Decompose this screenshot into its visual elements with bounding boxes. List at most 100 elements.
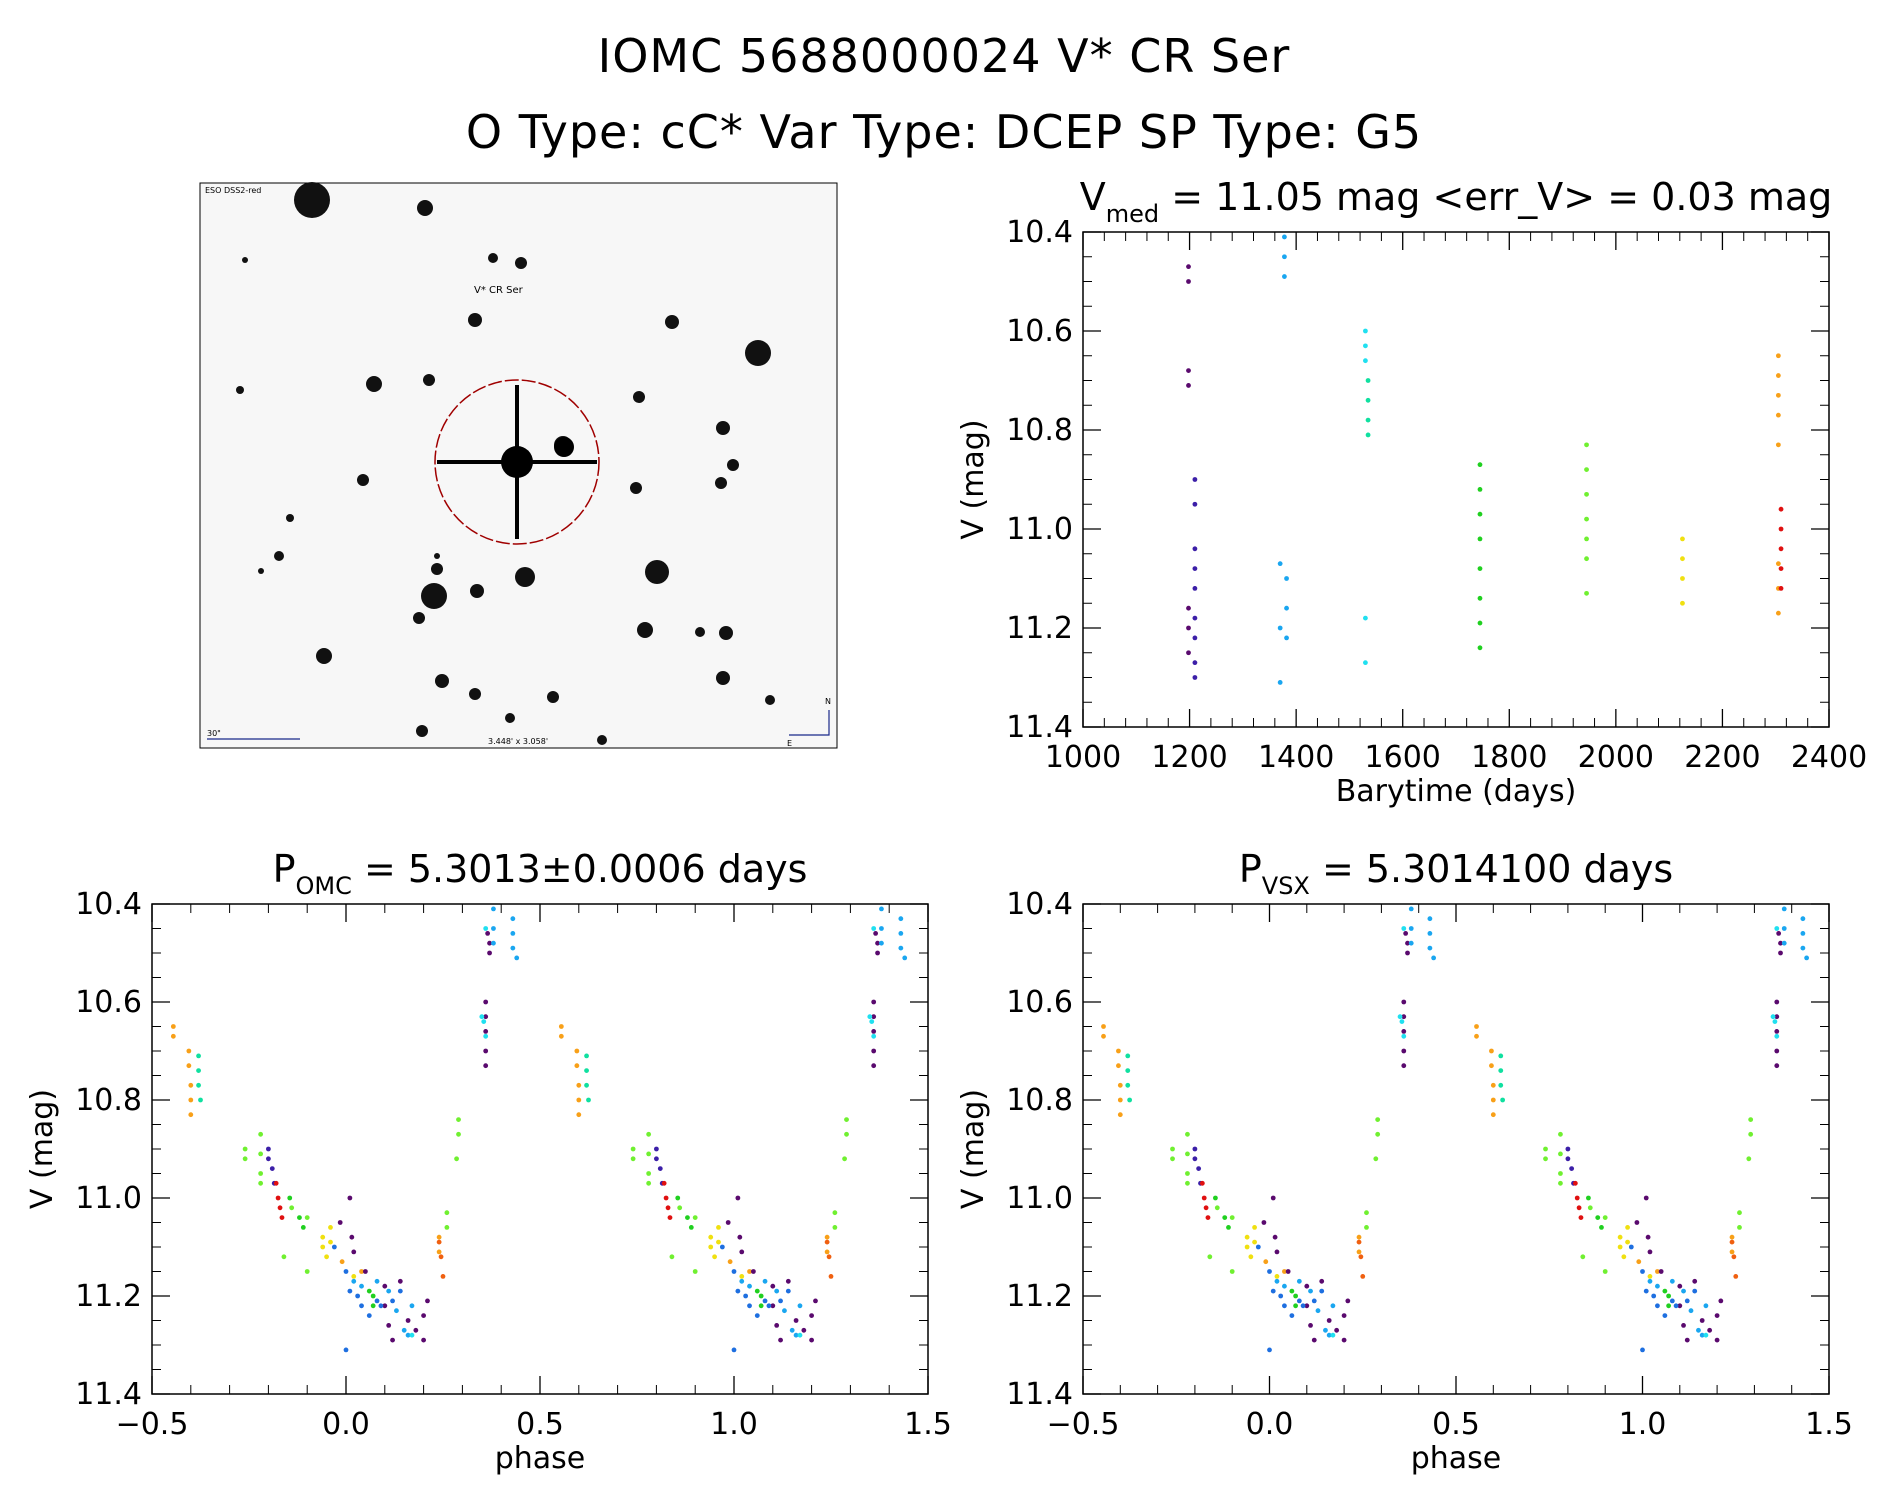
data-point <box>1640 1269 1645 1274</box>
data-point <box>1580 1254 1586 1260</box>
data-point <box>198 1097 203 1103</box>
data-point <box>778 1298 783 1304</box>
y-tick-label: 11.4 <box>1006 710 1073 745</box>
data-point <box>766 1303 772 1309</box>
data-point <box>1489 1048 1494 1054</box>
data-point <box>1192 660 1198 666</box>
data-point <box>646 1171 652 1176</box>
data-point <box>1356 1234 1362 1240</box>
data-point <box>708 1244 714 1250</box>
data-point <box>1270 1288 1276 1294</box>
data-point <box>1651 1293 1657 1299</box>
data-point <box>774 1323 780 1328</box>
data-point <box>1572 1180 1578 1186</box>
data-point <box>1101 1033 1106 1039</box>
data-point <box>1543 1146 1548 1152</box>
data-point <box>1125 1053 1131 1059</box>
data-point <box>1289 1288 1295 1294</box>
data-point <box>436 1234 442 1240</box>
data-point <box>898 945 904 951</box>
finder-star <box>423 374 435 386</box>
data-point <box>871 1033 877 1039</box>
data-point <box>1500 1097 1506 1103</box>
data-point <box>576 1082 582 1088</box>
data-point <box>1277 561 1283 567</box>
data-point <box>725 1220 731 1225</box>
data-point <box>1186 605 1191 611</box>
x-tick-label: 1800 <box>1471 740 1547 775</box>
data-point <box>444 1210 450 1216</box>
data-point <box>1185 1151 1190 1157</box>
y-axis-label: V (mag) <box>25 1089 60 1209</box>
data-point <box>188 1112 194 1118</box>
data-point <box>1775 442 1781 448</box>
data-point <box>1248 1254 1254 1260</box>
data-point <box>646 1151 652 1157</box>
y-tick-label: 10.4 <box>75 887 142 922</box>
data-point <box>1364 1225 1369 1230</box>
data-point <box>1680 576 1685 581</box>
y-tick-label: 10.4 <box>1006 215 1073 250</box>
data-point <box>1584 491 1589 497</box>
title-text: = 5.3014100 days <box>1310 847 1673 891</box>
data-point <box>1617 1244 1623 1250</box>
data-point <box>1703 1303 1709 1309</box>
data-point <box>1647 1249 1653 1255</box>
data-point <box>685 1215 690 1220</box>
east-label: E <box>787 739 792 748</box>
y-tick-label: 10.6 <box>1006 985 1073 1020</box>
finder-star <box>597 735 607 745</box>
y-tick-label: 11.4 <box>75 1377 142 1412</box>
data-point <box>1315 1308 1321 1314</box>
data-point <box>1401 1048 1407 1054</box>
data-point <box>409 1303 415 1309</box>
data-point <box>1214 1205 1220 1211</box>
data-point <box>491 926 496 931</box>
data-point <box>196 1082 201 1088</box>
x-tick-label: 1.5 <box>1805 1407 1853 1442</box>
data-point <box>762 1278 768 1284</box>
compass-arrows <box>789 710 830 736</box>
data-point <box>1714 1337 1720 1343</box>
finder-star <box>274 551 284 561</box>
panel-title: Vmed = 11.05 mag <err_V> = 0.03 mag <box>1080 175 1833 228</box>
data-point <box>1800 916 1806 922</box>
data-point <box>1205 1215 1211 1220</box>
x-tick-label: 1.5 <box>904 1407 952 1442</box>
data-point <box>873 931 879 936</box>
finder-star <box>294 182 330 218</box>
data-point <box>1326 1332 1332 1338</box>
data-point <box>1192 546 1198 552</box>
data-point <box>1334 1327 1340 1333</box>
data-point <box>366 1288 372 1294</box>
data-point <box>646 1180 652 1186</box>
data-point <box>483 999 489 1005</box>
data-point <box>1775 610 1781 616</box>
data-point <box>1636 1259 1642 1265</box>
data-point <box>339 1259 345 1265</box>
data-point <box>1655 1283 1660 1289</box>
data-point <box>871 999 877 1005</box>
data-point <box>514 955 520 961</box>
x-tick-label: 1600 <box>1365 740 1441 775</box>
data-point <box>242 1156 248 1162</box>
x-tick-label: 0.5 <box>1432 1407 1480 1442</box>
data-point <box>481 1019 487 1024</box>
data-point <box>1296 1298 1302 1304</box>
data-point <box>1477 620 1483 626</box>
data-point <box>844 1131 849 1137</box>
data-point <box>669 1254 675 1260</box>
data-point <box>828 1274 834 1279</box>
data-point <box>1117 1097 1123 1103</box>
data-point <box>716 1239 721 1245</box>
y-tick-label: 11.2 <box>75 1279 142 1314</box>
data-point <box>654 1156 659 1162</box>
data-point <box>646 1131 652 1137</box>
data-point <box>832 1225 838 1230</box>
data-point <box>1192 1146 1198 1152</box>
finder-star <box>630 482 642 494</box>
data-point <box>675 1195 681 1201</box>
data-point <box>574 1048 580 1054</box>
data-point <box>1192 1156 1198 1162</box>
data-point <box>378 1303 384 1309</box>
